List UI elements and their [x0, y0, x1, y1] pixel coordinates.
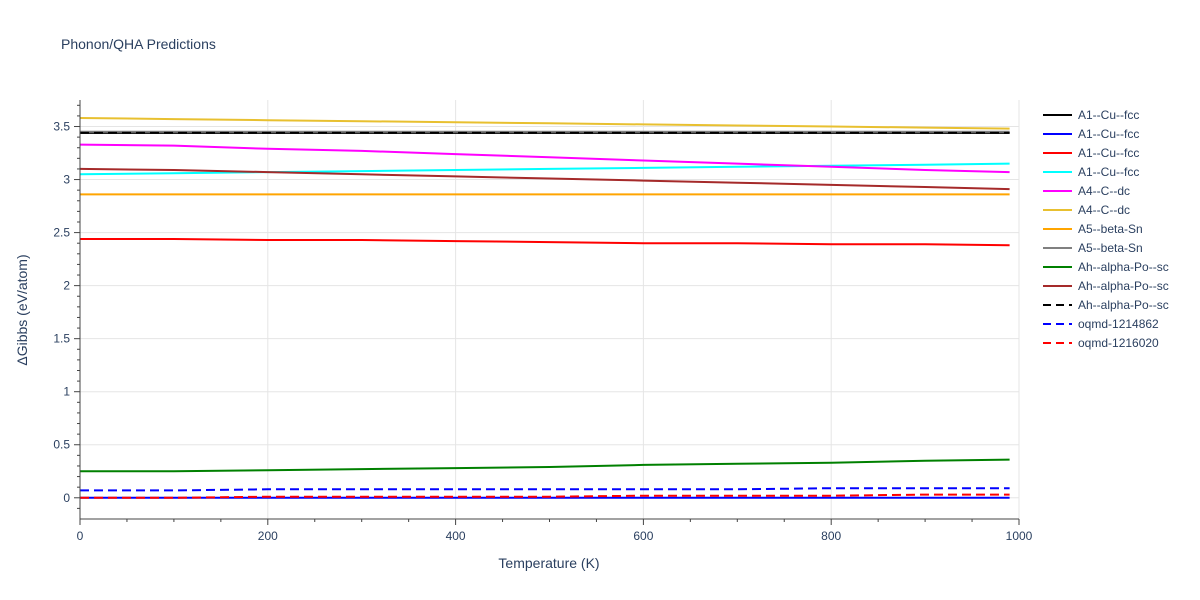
chart-title: Phonon/QHA Predictions	[61, 36, 216, 52]
series-line	[80, 458, 1010, 473]
legend-label: A4--C--dc	[1078, 184, 1130, 198]
legend-label: A1--Cu--fcc	[1078, 146, 1139, 160]
y-tick-label: 2	[63, 279, 70, 293]
y-tick-label: 0	[63, 491, 70, 505]
x-tick-label: 1000	[1006, 529, 1033, 543]
series-line	[79, 117, 1010, 130]
y-tick-label: 2.5	[53, 226, 70, 240]
legend-label: A1--Cu--fcc	[1078, 108, 1139, 122]
y-tick-label: 3.5	[53, 120, 70, 134]
series-line	[80, 487, 1010, 492]
x-axis-title: Temperature (K)	[498, 555, 599, 571]
series-lines	[79, 117, 1010, 499]
series-line	[79, 162, 1010, 176]
x-tick-label: 400	[446, 529, 466, 543]
y-tick-label: 1	[63, 385, 70, 399]
x-tick-label: 600	[633, 529, 653, 543]
x-tick-label: 800	[821, 529, 841, 543]
legend-label: Ah--alpha-Po--sc	[1078, 260, 1169, 274]
legend-label: Ah--alpha-Po--sc	[1078, 279, 1169, 293]
y-axis-title: ΔGibbs (eV/atom)	[14, 254, 30, 365]
legend-label: oqmd-1216020	[1078, 336, 1159, 350]
legend-label: oqmd-1214862	[1078, 317, 1159, 331]
legend-label: A1--Cu--fcc	[1078, 127, 1139, 141]
y-axis-ticks: 0 0.5 1 1.5 2 2.5 3 3.5	[53, 120, 70, 505]
grid-lines	[80, 100, 1020, 519]
legend: A1--Cu--fcc A1--Cu--fcc A1--Cu--fcc A1--Cu-…	[1043, 108, 1169, 350]
series-line	[80, 493, 1010, 499]
legend-label: A1--Cu--fcc	[1078, 165, 1139, 179]
legend-label: A5--beta-Sn	[1078, 241, 1143, 255]
series-line	[80, 238, 1010, 247]
axes	[74, 100, 1020, 525]
series-line	[79, 143, 1010, 174]
series-line	[79, 167, 1010, 191]
x-tick-label: 200	[258, 529, 278, 543]
legend-label: A4--C--dc	[1078, 203, 1130, 217]
y-tick-label: 0.5	[53, 438, 70, 452]
x-tick-label: 0	[77, 529, 84, 543]
legend-label: Ah--alpha-Po--sc	[1078, 298, 1169, 312]
y-tick-label: 3	[63, 173, 70, 187]
y-tick-label: 1.5	[53, 332, 70, 346]
x-axis-ticks: 0 200 400 600 800 1000	[77, 529, 1033, 543]
legend-label: A5--beta-Sn	[1078, 222, 1143, 236]
